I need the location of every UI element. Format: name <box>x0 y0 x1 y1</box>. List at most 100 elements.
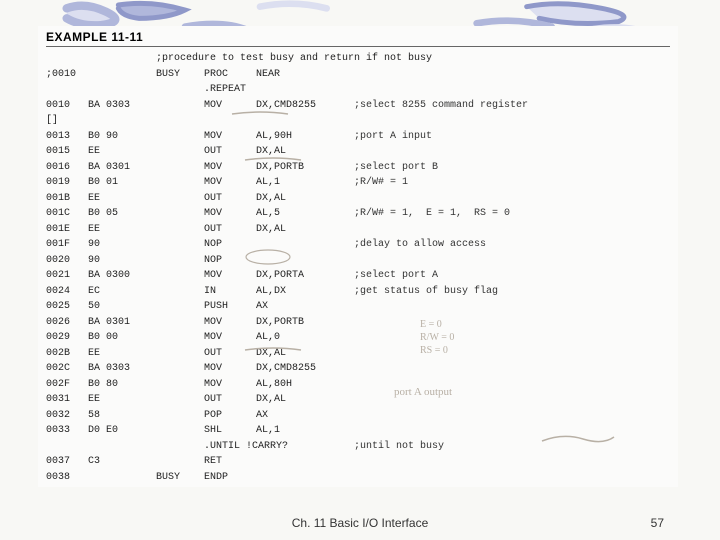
code-opcode: IN <box>204 284 256 300</box>
code-opcode: MOV <box>204 377 256 393</box>
code-args <box>256 82 354 98</box>
code-bytes <box>88 113 156 129</box>
code-row: 002CBA 0303MOVDX,CMD8255 <box>46 361 670 377</box>
code-bytes <box>88 67 156 83</box>
code-opcode: MOV <box>204 268 256 284</box>
code-opcode: OUT <box>204 191 256 207</box>
code-addr: 002F <box>46 377 88 393</box>
code-opcode: OUT <box>204 346 256 362</box>
code-bytes: EE <box>88 346 156 362</box>
code-args <box>256 113 354 129</box>
code-addr: 0021 <box>46 268 88 284</box>
code-label <box>156 346 204 362</box>
code-opcode: MOV <box>204 129 256 145</box>
code-bytes <box>88 439 156 455</box>
code-label <box>156 330 204 346</box>
code-opcode: ENDP <box>204 470 256 486</box>
footer-chapter-title: Ch. 11 Basic I/O Interface <box>0 516 720 530</box>
code-label <box>156 315 204 331</box>
code-addr: 0033 <box>46 423 88 439</box>
code-addr: 0015 <box>46 144 88 160</box>
code-addr <box>46 439 88 455</box>
code-bytes: B0 01 <box>88 175 156 191</box>
code-comment: ;get status of busy flag <box>354 284 670 300</box>
code-args: DX,PORTB <box>256 315 354 331</box>
code-args <box>256 237 354 253</box>
code-comment <box>354 346 670 362</box>
code-label <box>156 82 204 98</box>
code-label <box>156 361 204 377</box>
code-bytes: EE <box>88 222 156 238</box>
code-addr: 001B <box>46 191 88 207</box>
code-addr: 001F <box>46 237 88 253</box>
code-opcode: PUSH <box>204 299 256 315</box>
code-bytes <box>88 470 156 486</box>
code-addr: 001C <box>46 206 88 222</box>
code-args: DX,PORTA <box>256 268 354 284</box>
code-bytes <box>88 82 156 98</box>
code-opcode: NOP <box>204 237 256 253</box>
code-label <box>156 129 204 145</box>
code-row: [] <box>46 113 670 129</box>
code-row: 0016BA 0301MOVDX,PORTB;select port B <box>46 160 670 176</box>
code-label <box>156 98 204 114</box>
code-opcode: OUT <box>204 392 256 408</box>
code-comment: ;select port B <box>354 160 670 176</box>
code-row: 003258POPAX <box>46 408 670 424</box>
code-bytes: C3 <box>88 454 156 470</box>
code-args <box>256 253 354 269</box>
code-comment <box>354 377 670 393</box>
code-listing-panel: EXAMPLE 11-11 ;procedure to test busy an… <box>38 26 678 487</box>
code-comment: ;until not busy <box>354 439 670 455</box>
code-opcode: MOV <box>204 330 256 346</box>
code-row: 002090NOP <box>46 253 670 269</box>
code-args <box>256 439 354 455</box>
code-label <box>156 160 204 176</box>
code-addr: 0024 <box>46 284 88 300</box>
code-comment <box>354 191 670 207</box>
code-bytes: B0 00 <box>88 330 156 346</box>
code-comment <box>354 392 670 408</box>
code-label <box>156 222 204 238</box>
code-comment <box>354 299 670 315</box>
code-opcode <box>204 113 256 129</box>
code-bytes: 50 <box>88 299 156 315</box>
code-args: AX <box>256 408 354 424</box>
code-label <box>156 175 204 191</box>
code-addr: 001E <box>46 222 88 238</box>
code-label: BUSY <box>156 67 204 83</box>
code-args: DX,AL <box>256 392 354 408</box>
code-bytes: BA 0301 <box>88 160 156 176</box>
code-opcode: MOV <box>204 160 256 176</box>
code-bytes: BA 0301 <box>88 315 156 331</box>
code-bytes: D0 E0 <box>88 423 156 439</box>
code-args: AL,90H <box>256 129 354 145</box>
code-comment <box>354 113 670 129</box>
code-row: 0024ECINAL,DX;get status of busy flag <box>46 284 670 300</box>
code-row: ;0010BUSYPROCNEAR <box>46 67 670 83</box>
code-label <box>156 392 204 408</box>
code-comment <box>354 315 670 331</box>
code-opcode: MOV <box>204 206 256 222</box>
code-bytes: B0 05 <box>88 206 156 222</box>
code-row: 0037C3RET <box>46 454 670 470</box>
code-opcode: MOV <box>204 175 256 191</box>
code-comment <box>354 67 670 83</box>
code-bytes: 90 <box>88 253 156 269</box>
code-label <box>156 268 204 284</box>
assembly-code-grid: ;procedure to test busy and return if no… <box>46 51 670 485</box>
code-row: 0029B0 00MOVAL,0 <box>46 330 670 346</box>
code-comment <box>354 361 670 377</box>
code-bytes: B0 80 <box>88 377 156 393</box>
code-opcode: POP <box>204 408 256 424</box>
code-args: DX,PORTB <box>256 160 354 176</box>
code-label <box>156 377 204 393</box>
code-bytes: 58 <box>88 408 156 424</box>
code-args: AL,1 <box>256 175 354 191</box>
code-opcode: .UNTIL !CARRY? <box>204 439 256 455</box>
code-args: DX,AL <box>256 346 354 362</box>
code-bytes: BA 0300 <box>88 268 156 284</box>
code-opcode: MOV <box>204 315 256 331</box>
code-row: 001CB0 05MOVAL,5;R/W# = 1, E = 1, RS = 0 <box>46 206 670 222</box>
code-row: 0038BUSYENDP <box>46 470 670 486</box>
